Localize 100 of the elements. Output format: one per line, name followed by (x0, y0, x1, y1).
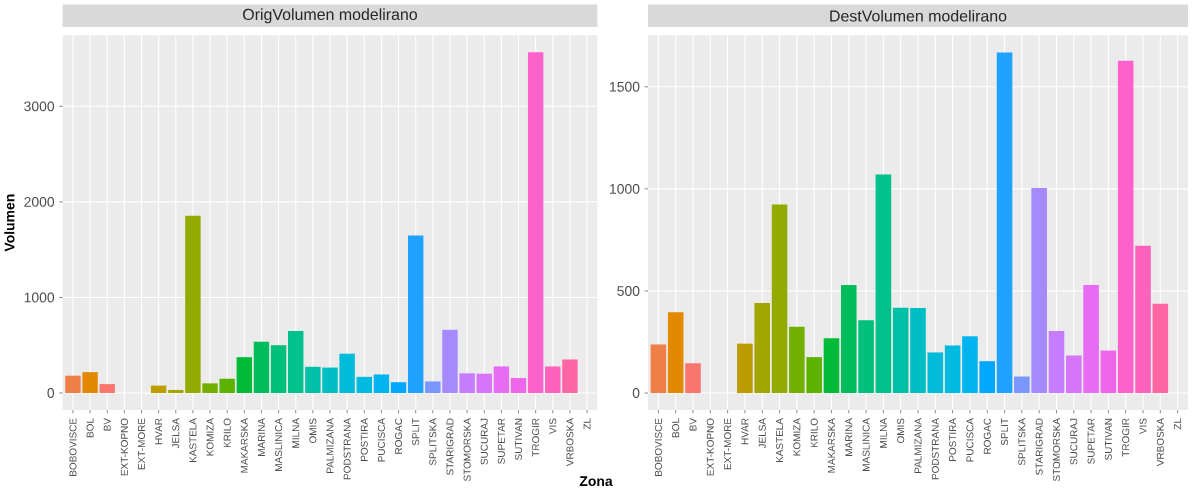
x-tick-label: VRBOSKA (566, 418, 574, 467)
x-tick-label: PUCISCA (966, 418, 974, 462)
x-tick-label: KOMIZA (206, 418, 214, 456)
x-tick-label: OMIS (897, 418, 905, 443)
chart-title: OrigVolumen modelirano (243, 8, 417, 24)
x-tick-label: KRILO (223, 418, 231, 448)
x-tick-label: EXT-MORE (724, 418, 732, 470)
x-tick-label: SUCURAJ (480, 418, 488, 465)
x-tick-label: PODSTRANA (931, 418, 939, 480)
bar (789, 326, 805, 394)
x-tick-label: ROGAC (983, 418, 991, 454)
x-tick-label: STOMORSKA (463, 418, 471, 482)
bar (493, 366, 510, 393)
x-tick-label: SUCURAJ (1070, 418, 1078, 465)
bar (425, 381, 441, 393)
bar (202, 383, 218, 393)
x-tick-label: POSTIRA (949, 418, 957, 461)
bar (253, 341, 270, 393)
x-tick-label: JELSA (172, 418, 180, 449)
x-tick-label: MARINA (845, 418, 853, 456)
x-tick-label: BOBOVISCE (654, 418, 662, 476)
bar (858, 320, 874, 394)
x-tick-label: BOBOVISCE (69, 418, 77, 476)
bar (527, 52, 544, 393)
x-tick-label: STARIGRAD (1035, 418, 1043, 475)
x-tick-label: HVAR (741, 418, 749, 445)
x-tick-label: MAKARSKA (240, 418, 248, 473)
x-tick-label: POSTIRA (360, 418, 368, 461)
x-tick-label: SUTIVAN (514, 418, 523, 460)
x-tick-label: PODSTRANA (343, 418, 351, 480)
bar (65, 375, 81, 393)
bar (892, 307, 909, 394)
x-tick-label: PUCISCA (377, 418, 385, 462)
bar (944, 345, 961, 394)
x-tick-label: EXT-MORE (137, 418, 146, 470)
bar (356, 376, 372, 393)
x-tick-label: PALMIZANA (914, 418, 922, 473)
y-tick-label: 3000 (24, 101, 55, 112)
bar (270, 345, 287, 393)
x-tick-label: SUPETAR (1087, 418, 1095, 464)
bar (288, 330, 304, 393)
bar (390, 382, 407, 393)
y-tick-label: 1000 (24, 292, 55, 303)
x-tick-label: VIS (1139, 418, 1147, 435)
x-tick-label: MAKARSKA (827, 418, 835, 473)
x-tick-label: MILNA (292, 418, 300, 448)
bar (667, 312, 684, 394)
x-tick-label: MARINA (258, 418, 265, 456)
y-tick-label: 1500 (610, 81, 640, 92)
x-tick-label: MASLINICA (275, 418, 283, 471)
bar (979, 361, 996, 394)
x-tick-label: ZL (583, 418, 591, 430)
x-tick-label: BOL (672, 418, 680, 438)
bar (545, 366, 561, 393)
x-tick-label: BV (103, 418, 111, 431)
bar (236, 357, 253, 393)
bar (185, 215, 201, 393)
bar (1065, 355, 1082, 394)
x-tick-label: SPLITSKA (1018, 418, 1026, 466)
x-axis-title: Zona (579, 476, 613, 487)
x-tick-label: ZL (1174, 418, 1182, 430)
bar (82, 372, 98, 393)
bar (476, 373, 492, 393)
bar (685, 363, 701, 394)
bar (373, 374, 390, 393)
bar (754, 303, 771, 394)
x-tick-label: ROGAC (395, 418, 403, 454)
y-tick-label: 2000 (24, 196, 55, 207)
x-tick-label: KASTELA (776, 418, 784, 463)
bar (168, 389, 184, 393)
y-tick-label: 1000 (610, 183, 640, 194)
bar (962, 336, 978, 394)
bar (927, 352, 944, 394)
bar (322, 367, 338, 393)
bar (650, 344, 667, 394)
bar (562, 359, 578, 393)
x-tick-label: KOMIZA (793, 418, 801, 456)
bar (339, 353, 355, 393)
bar (1152, 303, 1169, 394)
x-tick-label: SPLIT (412, 418, 420, 446)
x-tick-label: BV (689, 418, 697, 431)
bar (1117, 60, 1134, 394)
y-tick-label: 500 (617, 286, 640, 296)
x-tick-label: VIS (549, 418, 557, 435)
x-tick-label: PALMIZANA (326, 418, 334, 473)
bar (219, 378, 235, 393)
bar (996, 52, 1013, 394)
x-tick-label: BOL (86, 418, 94, 438)
x-tick-label: SUPETAR (497, 418, 505, 464)
bar (737, 343, 753, 394)
x-tick-label: JELSA (758, 418, 766, 449)
bar (1135, 245, 1151, 394)
y-tick-label: 0 (47, 388, 55, 398)
bar (305, 366, 321, 393)
x-tick-label: SPLIT (1001, 418, 1009, 446)
bar (1048, 330, 1065, 394)
y-axis-title: Volumen (4, 194, 15, 252)
y-tick-label: 0 (632, 388, 640, 398)
bar (823, 338, 840, 394)
x-tick-label: EXT-KOPNO (120, 418, 128, 476)
